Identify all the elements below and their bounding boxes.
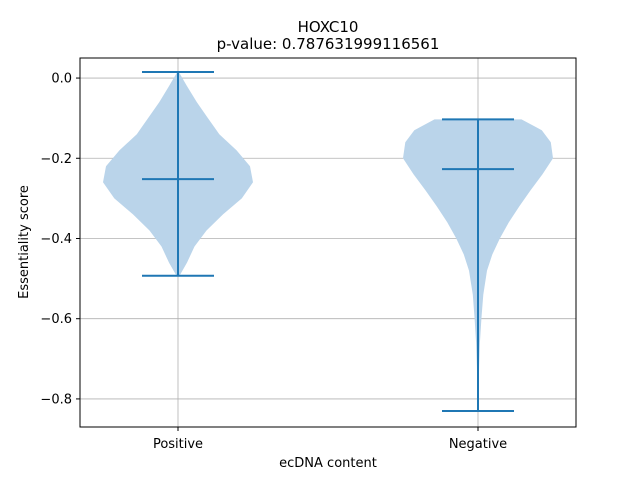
y-axis-ticks: 0.0 −0.2 −0.4 −0.6 −0.8 [40, 72, 80, 407]
y-tick-label: −0.8 [40, 392, 72, 407]
plot-frame [79, 57, 577, 428]
x-tick-label: Negative [449, 437, 507, 452]
chart-title: HOXC10 [298, 18, 359, 36]
y-axis-label: Essentiality score [17, 185, 32, 299]
y-tick-label: 0.0 [51, 72, 72, 87]
y-tick-label: −0.4 [40, 232, 72, 247]
chart-subtitle: p-value: 0.787631999116561 [217, 35, 440, 53]
violins [103, 71, 553, 412]
x-tick-label: Positive [153, 437, 203, 452]
x-axis-ticks: Positive Negative [153, 427, 507, 452]
y-tick-label: −0.2 [40, 152, 72, 167]
y-tick-label: −0.6 [40, 312, 72, 327]
x-axis-label: ecDNA content [279, 456, 377, 471]
